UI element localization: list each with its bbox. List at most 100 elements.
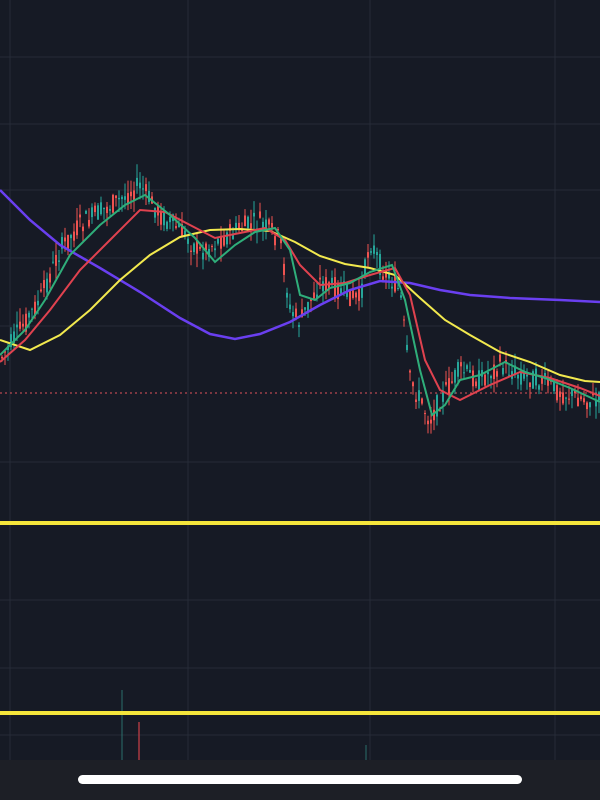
candle-body [298, 325, 300, 327]
candle-body [499, 354, 501, 362]
candle-body [25, 313, 27, 332]
candle-body [205, 243, 207, 251]
candle-body [100, 202, 102, 215]
candle-body [391, 286, 393, 289]
candle-body [361, 283, 363, 298]
candle-body [121, 196, 123, 200]
candle-body [406, 344, 408, 351]
candle-body [421, 398, 423, 404]
candle-body [595, 401, 597, 407]
ma-green [0, 193, 600, 417]
candle-body [475, 381, 477, 387]
ma-red [0, 208, 600, 402]
candle-body [94, 205, 96, 213]
candle-body [79, 214, 81, 218]
candle-body [355, 292, 357, 298]
candle-body [157, 205, 159, 216]
candle-body [118, 197, 120, 200]
candle-body [268, 219, 270, 225]
candle-body [583, 398, 585, 403]
candle-body [463, 372, 465, 374]
candle-body [169, 217, 171, 223]
candle-body [4, 351, 6, 353]
candle-body [226, 232, 228, 245]
candle-body [535, 368, 537, 386]
candle-body [178, 223, 180, 228]
candle-body [247, 216, 249, 229]
candle-body [73, 231, 75, 241]
candle-body [145, 184, 147, 192]
candle-body [328, 282, 330, 289]
candle-body [16, 324, 18, 328]
candle-body [493, 364, 495, 379]
candle-body [322, 281, 324, 292]
candle-body [457, 362, 459, 377]
candle-body [37, 300, 39, 306]
candle-body [412, 382, 414, 387]
candle-body [358, 289, 360, 301]
candle-body [61, 237, 63, 249]
candle-body [133, 190, 135, 201]
candle-body [193, 243, 195, 253]
candle-body [64, 237, 66, 242]
candle-body [523, 370, 525, 379]
candle-body [130, 191, 132, 197]
candle-body [526, 374, 528, 377]
candle-body [307, 302, 309, 311]
candle-body [40, 289, 42, 292]
ma-yellow [0, 227, 600, 383]
candle-body [487, 372, 489, 375]
candle-body [424, 413, 426, 415]
candle-body [478, 370, 480, 390]
candle-body [433, 409, 435, 421]
candle-body [589, 402, 591, 408]
candle-body [397, 287, 399, 289]
candle-body [334, 277, 336, 299]
candle-body [409, 370, 411, 373]
candle-body [82, 226, 84, 232]
candle-body [235, 222, 237, 230]
candle-body [250, 223, 252, 229]
candle-body [370, 251, 372, 253]
candle-body [379, 254, 381, 275]
candle-body [340, 288, 342, 294]
candle-body [112, 194, 114, 213]
candle-body [253, 212, 255, 217]
candle-body [181, 223, 183, 238]
candle-body [349, 290, 351, 306]
candle-body [547, 379, 549, 386]
candle-body [559, 391, 561, 397]
candle-body [469, 369, 471, 373]
candle-body [484, 374, 486, 386]
candle-body [553, 380, 555, 392]
candle-body [352, 290, 354, 298]
candle-body [373, 245, 375, 254]
candle-body [502, 368, 504, 375]
candle-body [49, 273, 51, 283]
candle-body [265, 219, 267, 230]
candle-body [574, 390, 576, 394]
candle-body [514, 365, 516, 374]
home-indicator[interactable] [78, 775, 522, 784]
candle-body [127, 193, 129, 205]
candle-body [91, 207, 93, 218]
candle-body [448, 378, 450, 395]
candle-body [418, 390, 420, 401]
candle-body [109, 209, 111, 211]
candle-body [148, 190, 150, 202]
candle-body [541, 376, 543, 384]
candle-body [52, 261, 54, 263]
candle-body [382, 276, 384, 280]
candle-body [13, 331, 15, 343]
candle-body [46, 278, 48, 293]
candle-body [427, 420, 429, 425]
candle-body [274, 236, 276, 246]
candle-body [31, 308, 33, 310]
candle-body [232, 234, 234, 240]
candle-body [280, 238, 282, 244]
candle-body [277, 228, 279, 231]
candle-body [163, 210, 165, 226]
candle-body [184, 230, 186, 237]
